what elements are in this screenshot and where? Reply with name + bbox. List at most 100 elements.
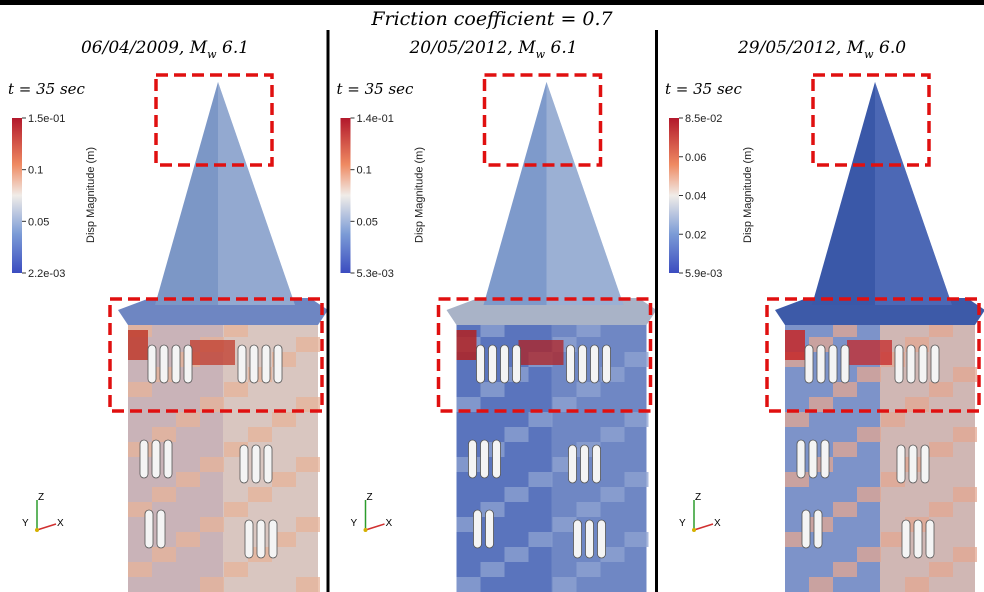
axis-label-z: Z — [367, 492, 373, 503]
tower-block — [457, 577, 481, 592]
window — [814, 510, 822, 548]
tower-block — [200, 517, 224, 532]
magnitude-subscript: w — [536, 48, 546, 61]
window — [140, 440, 148, 478]
colorbar-label: 5.9e-03 — [685, 268, 722, 280]
tower-block — [809, 577, 833, 592]
window — [902, 520, 910, 558]
window — [802, 510, 810, 548]
tower-block — [625, 352, 649, 367]
belfry-hot — [128, 330, 148, 360]
window — [489, 345, 497, 383]
window — [481, 440, 489, 478]
window — [829, 345, 837, 383]
window — [574, 520, 582, 558]
tower-block — [505, 427, 529, 442]
window — [240, 445, 248, 483]
window — [245, 520, 253, 558]
window — [921, 445, 929, 483]
colorbar — [341, 118, 351, 273]
event-date: 20/05/2012, — [408, 38, 512, 58]
window — [579, 345, 587, 383]
tower-block — [272, 472, 296, 487]
colorbar — [12, 118, 22, 273]
spire-light — [218, 82, 295, 305]
panel-heading: 20/05/2012, Mw 6.1 — [408, 38, 577, 63]
window — [148, 345, 156, 383]
axis-label-x: X — [714, 518, 721, 529]
tower-block — [224, 382, 248, 397]
window — [593, 445, 601, 483]
axis-x — [37, 524, 56, 530]
tower-block — [953, 487, 977, 502]
window — [598, 520, 606, 558]
colorbar-label: 0.05 — [357, 216, 378, 228]
tower-block — [929, 502, 953, 517]
tower-block — [152, 487, 176, 502]
panel-heading: 29/05/2012, Mw 6.0 — [737, 38, 906, 63]
tower-block — [601, 427, 625, 442]
window — [907, 345, 915, 383]
window — [809, 440, 817, 478]
window — [567, 345, 575, 383]
colorbar-label: 0.06 — [685, 152, 706, 164]
tower-block — [857, 487, 881, 502]
tower-block — [152, 547, 176, 562]
window — [250, 345, 258, 383]
tower-block — [833, 502, 857, 517]
tower-block — [577, 562, 601, 577]
figure-title: Friction coefficient = 0.7 — [370, 8, 613, 30]
axis-y — [35, 528, 39, 532]
window — [145, 510, 153, 548]
panel: 29/05/2012, Mw 6.0t = 35 sec8.5e-020.060… — [665, 38, 984, 592]
tower-block — [176, 412, 200, 427]
spire-light — [875, 82, 952, 305]
window — [581, 445, 589, 483]
tower-block — [505, 487, 529, 502]
axis-y — [692, 528, 696, 532]
tower-block — [296, 457, 320, 472]
window — [919, 345, 927, 383]
tower-block — [929, 562, 953, 577]
tower-block — [625, 472, 649, 487]
magnitude-value: 6.1 — [222, 38, 249, 58]
tower-block — [296, 337, 320, 352]
belfry-hot — [190, 340, 235, 365]
tower — [447, 82, 657, 592]
colorbar-label: 1.4e-01 — [357, 113, 394, 125]
axis-label-x: X — [386, 518, 393, 529]
colorbar-label: 0.1 — [357, 165, 372, 177]
tower-block — [953, 367, 977, 382]
tower-block — [248, 487, 272, 502]
axis-label-z: Z — [38, 492, 44, 503]
window — [252, 445, 260, 483]
event-date: 29/05/2012, — [737, 38, 841, 58]
tower — [118, 82, 328, 592]
window — [897, 445, 905, 483]
belfry-hot — [519, 340, 564, 365]
tower-block — [953, 547, 977, 562]
colorbar — [669, 118, 679, 273]
window — [257, 520, 265, 558]
panel-divider — [655, 30, 658, 592]
panel: 20/05/2012, Mw 6.1t = 35 sec1.4e-010.10.… — [337, 38, 657, 592]
colorbar-title: Disp Magnitude (m) — [85, 147, 97, 243]
tower-block — [505, 547, 529, 562]
tower-block — [176, 532, 200, 547]
tower-block — [529, 412, 553, 427]
window — [160, 345, 168, 383]
top-border — [0, 0, 984, 5]
tower-block — [953, 427, 977, 442]
window — [817, 345, 825, 383]
tower-block — [529, 532, 553, 547]
tower-block — [881, 412, 905, 427]
window — [152, 440, 160, 478]
window — [805, 345, 813, 383]
colorbar-label: 2.2e-03 — [28, 268, 65, 280]
window — [926, 520, 934, 558]
window — [603, 345, 611, 383]
panel: 06/04/2009, Mw 6.1t = 35 sec1.5e-010.10.… — [8, 38, 328, 592]
window — [931, 345, 939, 383]
page: Friction coefficient = 0.7 06/04/2009, M… — [0, 0, 984, 592]
window — [486, 510, 494, 548]
